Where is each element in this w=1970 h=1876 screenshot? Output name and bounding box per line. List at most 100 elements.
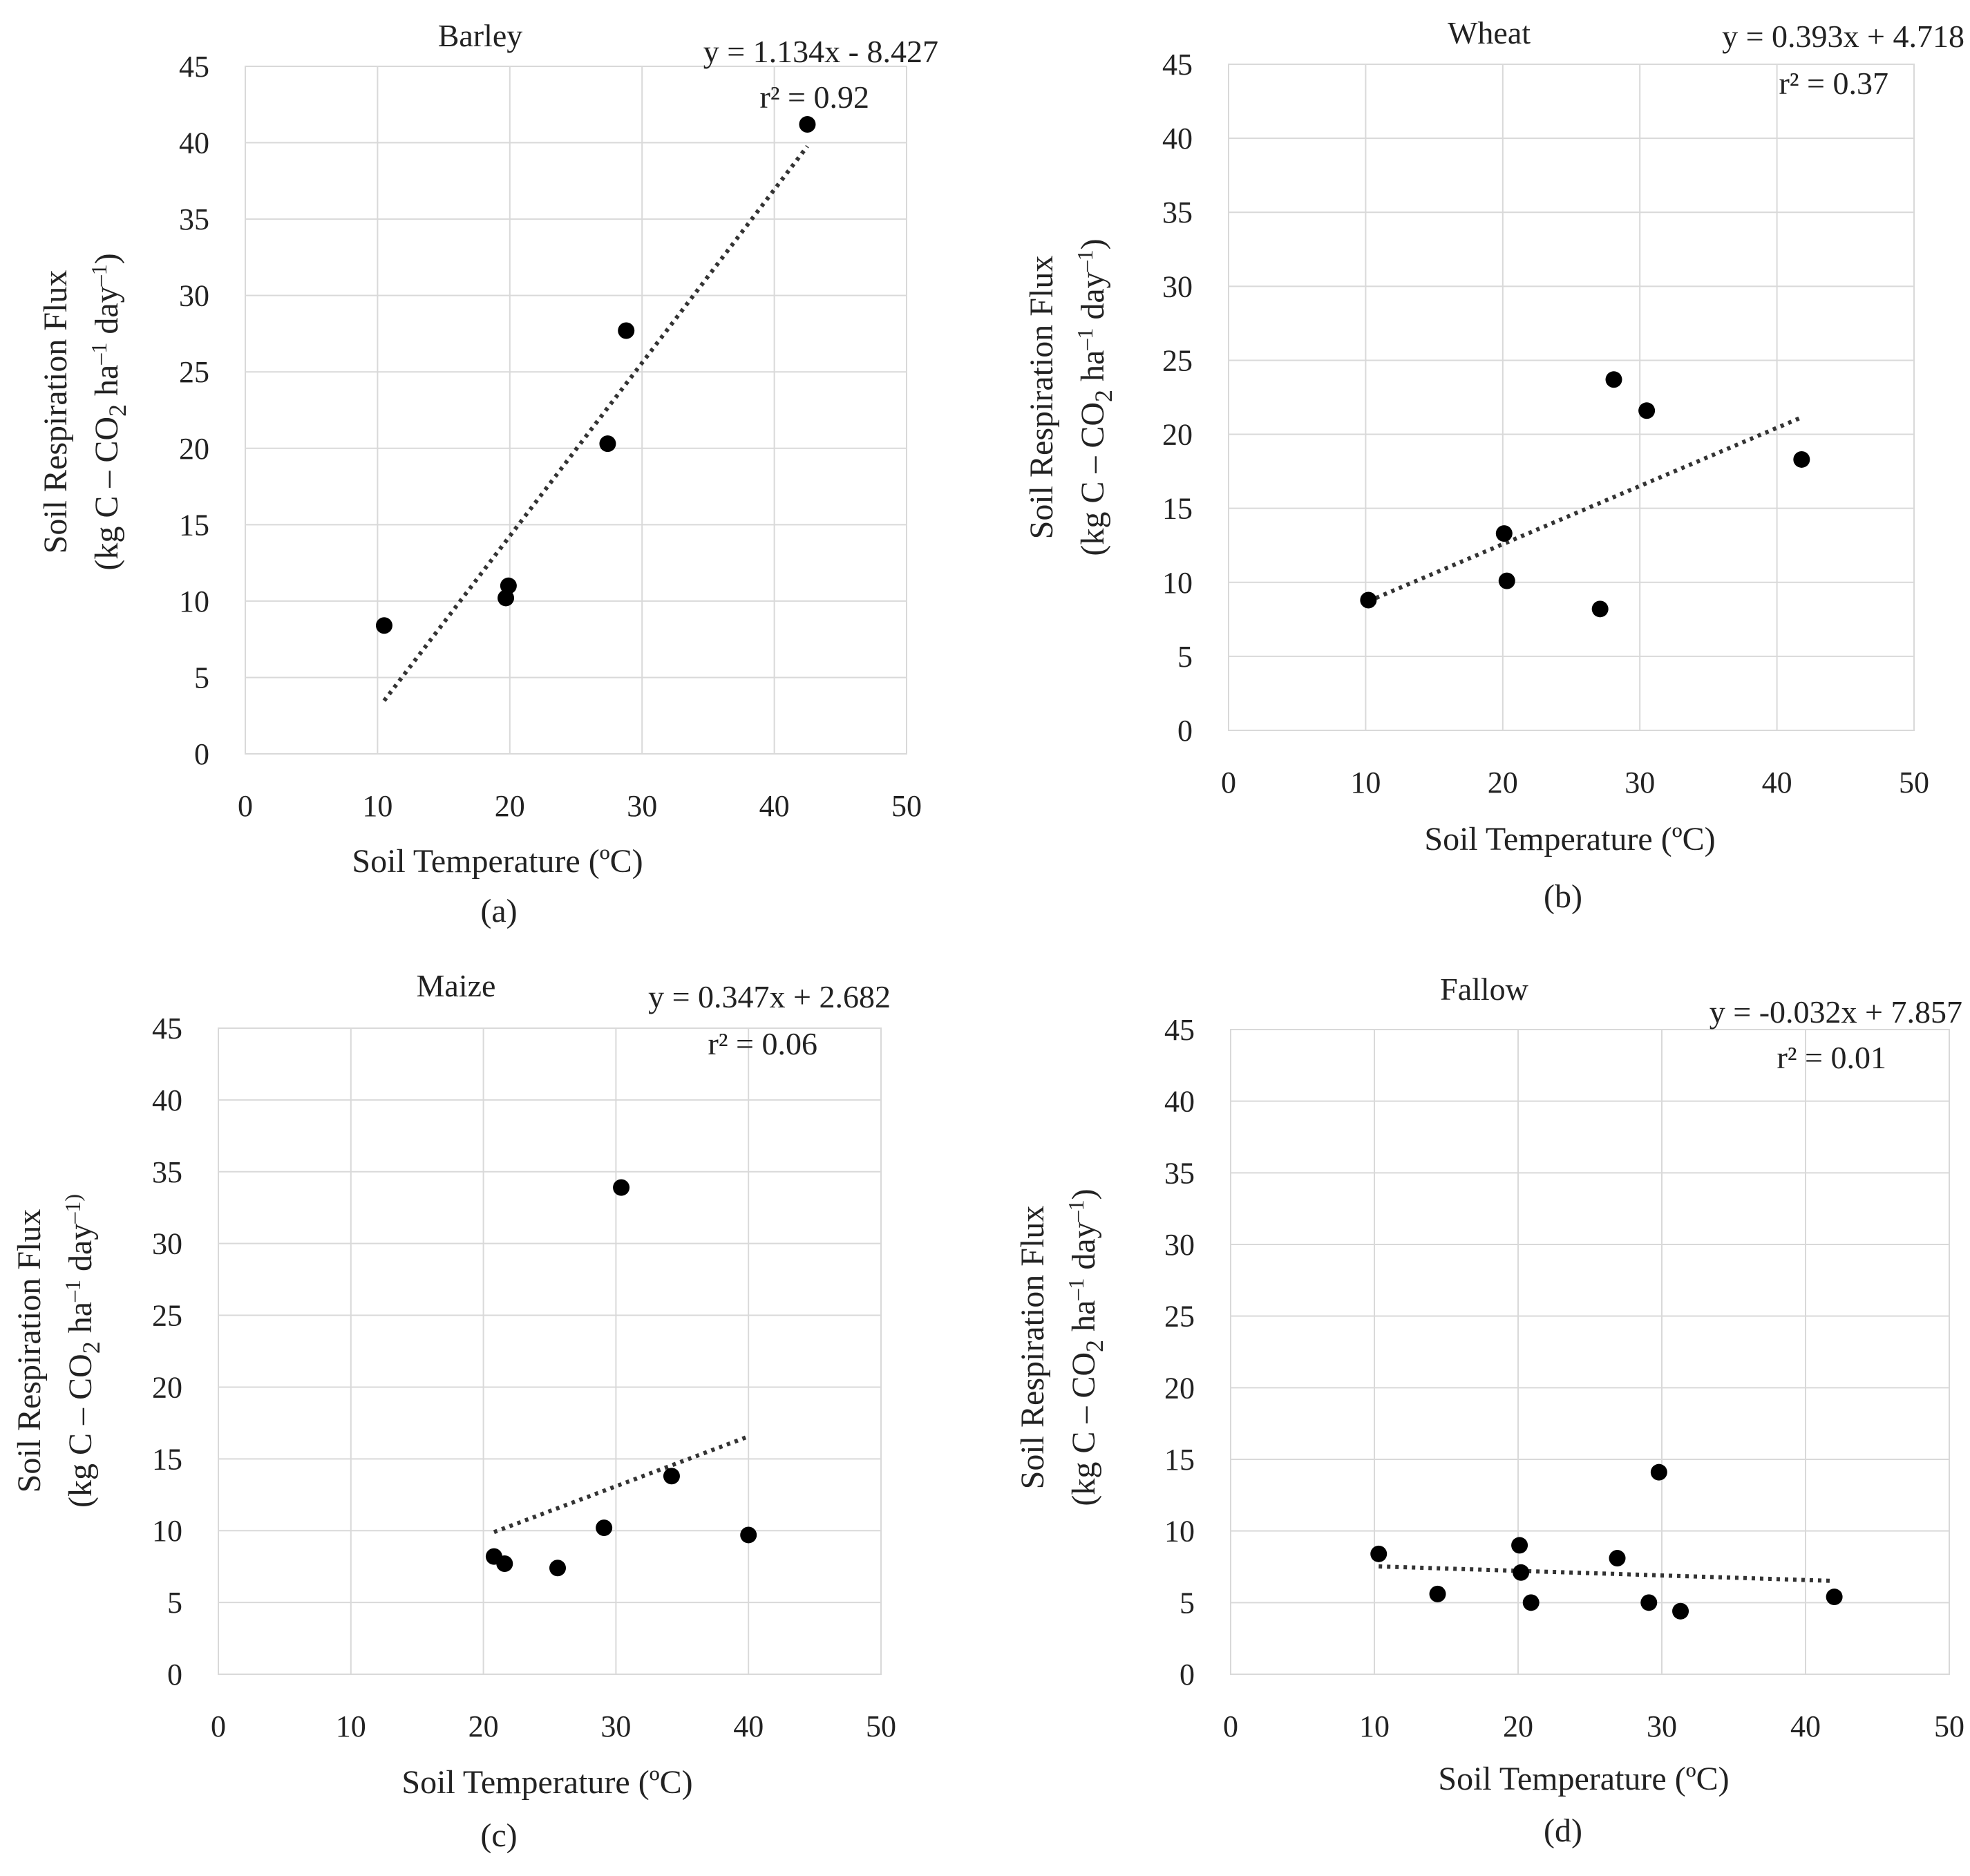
- y-tick-label: 0: [167, 1658, 182, 1692]
- x-tick-label: 50: [891, 789, 922, 823]
- label-part: ): [88, 253, 125, 264]
- y-tick-label: 5: [1177, 640, 1193, 674]
- trendline: [1379, 1564, 1835, 1583]
- x-tick-label: 30: [1647, 1709, 1677, 1743]
- x-tick-label: 10: [362, 789, 392, 823]
- panel-caption: (d): [1544, 1812, 1582, 1849]
- x-tick-label: 40: [1762, 766, 1792, 799]
- trend-equation: y = 1.134x - 8.427: [703, 34, 938, 69]
- y-axis-label-units: (kg C – CO2 ha–1 day–1): [1072, 238, 1117, 556]
- data-point: [549, 1560, 567, 1577]
- chart-panel-wheat: 0 5 10 15 20 25 30 35 40 45 0 10 20 30 40 50 Wheat y = 0.…: [1023, 15, 1964, 915]
- data-point: [1522, 1594, 1540, 1611]
- y-tick-label: 20: [1164, 1371, 1195, 1405]
- y-tick-label: 0: [1180, 1658, 1195, 1692]
- x-tick-label: 0: [211, 1709, 226, 1743]
- data-point: [1370, 1545, 1387, 1562]
- y-tick-label: 20: [179, 432, 209, 466]
- trendline: [382, 144, 809, 702]
- x-tick-label: 20: [1488, 766, 1518, 799]
- y-tick-label: 10: [1162, 566, 1193, 600]
- y-tick-label: 5: [167, 1586, 182, 1620]
- y-tick-label: 30: [179, 279, 209, 313]
- superscript: –1: [86, 264, 111, 287]
- data-point: [1672, 1602, 1689, 1620]
- data-point: [799, 116, 816, 133]
- y-tick-label: 35: [152, 1155, 182, 1189]
- chart-panel-maize: 0 5 10 15 20 25 30 35 40 45 0 10 20 30 40 50 Maize y = 0.…: [11, 968, 896, 1854]
- x-tick-label: 30: [627, 789, 657, 823]
- data-point: [613, 1179, 630, 1196]
- y-axis-label: Soil Respiration Flux: [1023, 256, 1060, 540]
- subscript: 2: [1081, 1340, 1108, 1352]
- data-point: [1495, 525, 1513, 542]
- label-part: (kg C – CO: [1074, 402, 1111, 556]
- label-part: day: [62, 1224, 99, 1280]
- x-tick-label: 30: [600, 1709, 631, 1743]
- x-axis-label: Soil Temperature (ºC): [401, 1764, 692, 1801]
- y-tick-label: 20: [152, 1370, 182, 1404]
- y-tick-label: 45: [1162, 48, 1193, 82]
- x-tick-label: 40: [733, 1709, 764, 1743]
- data-point: [663, 1468, 680, 1485]
- subscript: 2: [1090, 390, 1117, 402]
- x-tick-label: 50: [1899, 766, 1929, 799]
- data-point: [1511, 1537, 1528, 1554]
- data-point: [1513, 1564, 1530, 1581]
- trend-equation: y = 0.393x + 4.718: [1722, 19, 1964, 54]
- label-part: ha: [62, 1302, 99, 1341]
- x-tick-label: 20: [468, 1709, 499, 1743]
- label-part: day: [1065, 1222, 1102, 1278]
- label-part: day: [88, 286, 125, 342]
- r-squared: r² = 0.37: [1779, 66, 1888, 101]
- data-point: [599, 435, 616, 453]
- y-axis-label: Soil Respiration Flux: [11, 1209, 48, 1493]
- y-tick-label: 0: [194, 737, 209, 771]
- data-point: [1609, 1550, 1626, 1567]
- y-tick-label: 25: [1164, 1300, 1195, 1334]
- trend-equation: y = -0.032x + 7.857: [1709, 994, 1962, 1030]
- y-tick-label: 25: [152, 1299, 182, 1333]
- panel-caption: (c): [480, 1817, 517, 1854]
- trend-equation: y = 0.347x + 2.682: [648, 979, 891, 1014]
- x-tick-label: 10: [1350, 766, 1381, 799]
- data-point: [618, 322, 635, 339]
- data-point: [1429, 1585, 1446, 1602]
- trendline: [493, 1434, 750, 1535]
- y-tick-label: 15: [1164, 1443, 1195, 1477]
- data-point: [1640, 1594, 1658, 1611]
- data-point: [1591, 600, 1609, 618]
- r-squared: r² = 0.01: [1777, 1040, 1886, 1075]
- y-tick-label: 15: [1162, 492, 1193, 526]
- y-tick-label: 10: [1164, 1515, 1195, 1548]
- data-point: [500, 577, 517, 594]
- chart-title: Barley: [438, 18, 523, 53]
- y-tick-label: 15: [152, 1442, 182, 1476]
- x-axis-label: Soil Temperature (ºC): [1424, 821, 1715, 858]
- data-point: [596, 1519, 613, 1537]
- y-tick-label: 40: [1162, 122, 1193, 155]
- x-tick-label: 50: [866, 1709, 896, 1743]
- data-point: [375, 617, 392, 634]
- y-tick-label: 45: [179, 50, 209, 84]
- superscript: –1: [1072, 249, 1097, 272]
- plot-area: [1228, 64, 1915, 731]
- data-point: [1360, 591, 1377, 609]
- data-point: [1650, 1463, 1667, 1481]
- y-tick-label: 0: [1177, 714, 1193, 748]
- subscript: 2: [77, 1341, 105, 1354]
- y-tick-label: 30: [1162, 269, 1193, 303]
- chart-title: Maize: [417, 968, 496, 1003]
- data-point: [740, 1526, 757, 1544]
- label-part: (kg C – CO: [1065, 1352, 1102, 1506]
- label-part: (kg C – CO: [62, 1354, 99, 1508]
- label-part: (kg C – CO: [88, 417, 125, 571]
- x-tick-label: 0: [238, 789, 253, 823]
- x-tick-label: 50: [1934, 1709, 1964, 1743]
- panel-caption: (b): [1544, 878, 1582, 915]
- y-axis-label-units: (kg C – CO2 ha–1 day–1): [1063, 1188, 1108, 1506]
- y-tick-label: 40: [152, 1083, 182, 1117]
- data-point: [1793, 451, 1810, 468]
- plot-area: [218, 1027, 882, 1675]
- y-axis-label: Soil Respiration Flux: [37, 270, 74, 554]
